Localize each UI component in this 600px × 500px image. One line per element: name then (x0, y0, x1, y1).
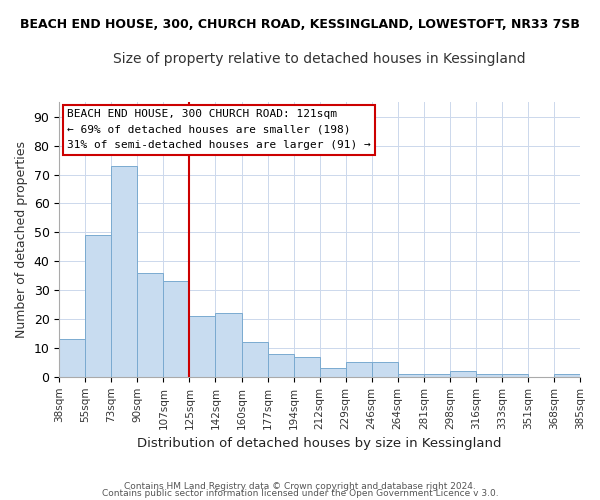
Bar (293, 356, 320, 377)
Bar (346, 362, 372, 377)
Y-axis label: Number of detached properties: Number of detached properties (15, 141, 28, 338)
X-axis label: Distribution of detached houses by size in Kessingland: Distribution of detached houses by size … (137, 437, 502, 450)
Text: BEACH END HOUSE, 300, CHURCH ROAD, KESSINGLAND, LOWESTOFT, NR33 7SB: BEACH END HOUSE, 300, CHURCH ROAD, KESSI… (20, 18, 580, 30)
Bar (190, 316, 215, 377)
Text: Contains HM Land Registry data © Crown copyright and database right 2024.: Contains HM Land Registry data © Crown c… (124, 482, 476, 491)
Bar (59, 340, 85, 377)
Text: BEACH END HOUSE, 300 CHURCH ROAD: 121sqm
← 69% of detached houses are smaller (1: BEACH END HOUSE, 300 CHURCH ROAD: 121sqm… (67, 109, 371, 150)
Title: Size of property relative to detached houses in Kessingland: Size of property relative to detached ho… (113, 52, 526, 66)
Bar (450, 371, 476, 377)
Bar (424, 374, 450, 377)
Bar (320, 368, 346, 377)
Bar (85, 236, 112, 377)
Bar (554, 374, 580, 377)
Bar (502, 374, 528, 377)
Bar (268, 354, 293, 377)
Bar (372, 362, 398, 377)
Bar (476, 374, 502, 377)
Bar (242, 342, 268, 377)
Text: Contains public sector information licensed under the Open Government Licence v : Contains public sector information licen… (101, 490, 499, 498)
Bar (112, 166, 137, 377)
Bar (137, 273, 163, 377)
Bar (163, 282, 190, 377)
Bar (398, 374, 424, 377)
Bar (215, 314, 242, 377)
